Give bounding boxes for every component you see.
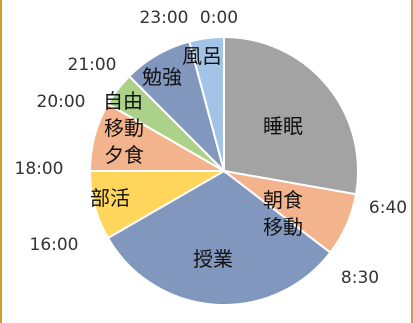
- pie-slice: [223, 35, 359, 196]
- pie-slice: [106, 169, 332, 306]
- tick-label: 20:00: [37, 92, 86, 112]
- tick-label: 18:00: [15, 159, 64, 179]
- pie-slices: [88, 35, 359, 306]
- tick-label: 16:00: [30, 235, 79, 255]
- slice-label-club: 部活: [90, 186, 130, 210]
- tick-label: 23:00: [140, 8, 189, 28]
- tick-label: 21:00: [68, 55, 117, 75]
- slice-label-study: 勉強: [142, 65, 182, 89]
- tick-label: 0:00: [200, 8, 238, 28]
- slice-labels: 睡眠 朝食移動 授業 部活 移動夕食 自由 勉強 風呂: [90, 44, 303, 271]
- slice-label-class: 授業: [193, 247, 233, 271]
- tick-label: 6:40: [369, 198, 407, 218]
- slice-label-sleep: 睡眠: [263, 114, 303, 138]
- pie-slice: [188, 35, 225, 172]
- time-tick-labels: 0:00 6:40 8:30 16:00 18:00 20:00 21:00 2…: [15, 8, 408, 288]
- tick-label: 8:30: [341, 268, 379, 288]
- slice-label-bath: 風呂: [182, 44, 222, 68]
- slice-label-breakfast-commute: 朝食移動: [263, 188, 303, 239]
- slice-label-commute-dinner: 移動夕食: [104, 116, 144, 167]
- slice-label-free: 自由: [103, 89, 143, 113]
